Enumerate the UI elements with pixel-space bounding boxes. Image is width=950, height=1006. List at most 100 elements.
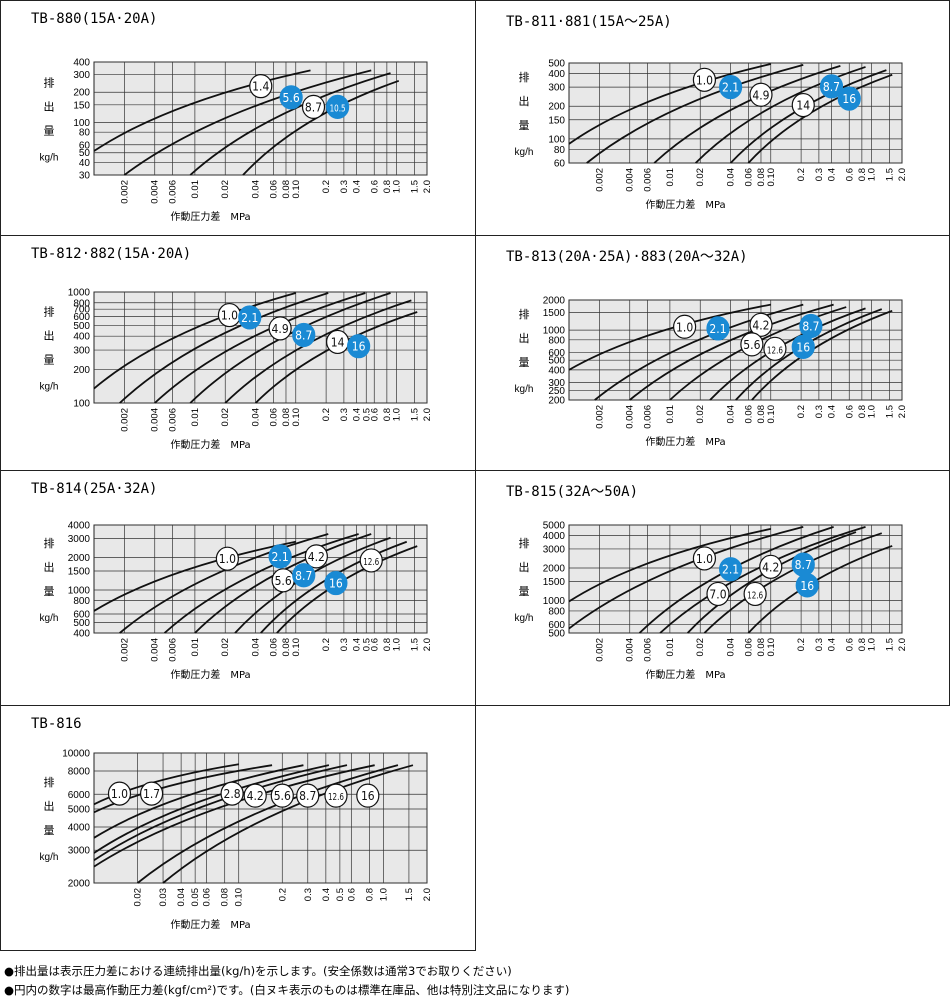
- chart-tb880: 0.002 0.004 0.006 0.01 0.02 0.04 0.06 0.080.10 0…: [40, 58, 433, 224]
- y-tick-label: 200: [73, 365, 90, 376]
- x-tick-label: 0.06: [268, 408, 279, 427]
- badge-circle: [304, 544, 328, 569]
- x-tick-label: 0.06: [743, 405, 754, 424]
- chart-title: TB-814(25A·32A): [31, 481, 158, 497]
- y-axis-unit: kg/h: [40, 852, 59, 863]
- y-tick-label: 1500: [543, 577, 566, 588]
- series-curve: [93, 764, 330, 854]
- y-tick-label: 60: [79, 140, 91, 151]
- x-tick-label: 0.004: [150, 638, 161, 662]
- badge-circle: [292, 563, 316, 588]
- x-tick-label: 0.5: [361, 638, 372, 651]
- y-tick-label: 1000: [68, 288, 91, 299]
- y-tick-label: 400: [548, 69, 565, 80]
- y-axis-label-char: 出: [44, 100, 55, 114]
- y-axis-label-char: 量: [519, 356, 530, 369]
- y-tick-label: 600: [73, 609, 90, 620]
- pressure-badge: 16: [347, 334, 371, 359]
- x-tick-label: 0.10: [766, 638, 777, 657]
- y-tick-label: 10000: [62, 749, 90, 760]
- y-tick-label: 6000: [68, 790, 91, 801]
- badge-label: 2.1: [709, 322, 726, 336]
- series-curve: [123, 69, 372, 176]
- x-tick-label: 0.3: [339, 638, 350, 651]
- y-tick-label: 5000: [68, 804, 91, 815]
- pressure-badge: 4.2: [304, 544, 328, 569]
- badge-label: 12.6: [328, 792, 344, 803]
- y-tick-label: 800: [73, 298, 90, 309]
- badge-label: 5.6: [274, 789, 291, 803]
- chart-title: TB-813(20A·25A)·883(20A～32A): [506, 249, 748, 265]
- x-tick-label: 0.08: [220, 888, 231, 907]
- y-tick-label: 8000: [68, 767, 91, 778]
- series-curve: [194, 533, 372, 634]
- badge-circle: [359, 548, 383, 573]
- chart-tb812: 0.002 0.004 0.006 0.01 0.02 0.04 0.06 0.080.10 0…: [40, 288, 433, 452]
- pressure-badge: 16: [795, 573, 819, 598]
- x-tick-label: 0.02: [220, 180, 231, 199]
- badge-label: 2.1: [241, 311, 258, 325]
- series-curve: [189, 292, 391, 404]
- y-tick-label: 40: [79, 158, 91, 169]
- series-curve: [93, 292, 296, 390]
- x-tick-label: 0.4: [826, 168, 837, 181]
- x-tick-label: 0.01: [190, 638, 201, 657]
- x-tick-label: 0.10: [291, 180, 302, 199]
- pressure-badge: 1.0: [692, 67, 717, 92]
- series-curve: [594, 303, 804, 401]
- series-curve: [119, 533, 329, 634]
- y-tick-label: 1500: [68, 567, 91, 578]
- badge-circle: [749, 82, 773, 107]
- y-axis-label-char: 出: [519, 94, 530, 108]
- badge-circle: [719, 74, 743, 100]
- badge-label: 5.6: [283, 91, 300, 105]
- badge-label: 5.6: [743, 338, 760, 352]
- y-axis-label-char: 排: [519, 70, 530, 84]
- series-curve: [242, 79, 400, 176]
- x-tick-label: 0.004: [625, 168, 636, 192]
- x-tick-label: 1.0: [378, 888, 389, 901]
- x-tick-label: 0.004: [625, 638, 636, 662]
- x-tick-label: 0.01: [190, 180, 201, 199]
- badge-circle: [791, 92, 815, 118]
- pressure-badge: 1.0: [215, 546, 239, 571]
- y-tick-label: 3000: [68, 846, 91, 857]
- badge-circle: [270, 783, 294, 808]
- y-tick-label: 600: [548, 620, 565, 631]
- pressure-badge: 5.6: [740, 332, 764, 357]
- y-tick-label: 500: [548, 59, 565, 70]
- badge-circle: [795, 573, 819, 598]
- y-tick-label: 800: [548, 335, 565, 346]
- x-tick-label: 0.04: [251, 408, 262, 427]
- badge-label: 4.2: [762, 560, 779, 574]
- badge-circle: [326, 94, 350, 119]
- pressure-badge: 12.6: [743, 581, 767, 607]
- footnote-2: ●円内の数字は最高作動圧力差(kgf/cm²)です。(白ヌキ表示のものは標準在庫…: [4, 983, 570, 997]
- pressure-badge: 12.6: [359, 548, 383, 573]
- plot-area: [93, 524, 428, 634]
- pressure-badge: 8.7: [799, 313, 823, 339]
- x-tick-label: 0.3: [303, 888, 314, 901]
- series-curve: [93, 69, 311, 152]
- series-curve: [686, 531, 857, 634]
- x-tick-label: 0.006: [167, 638, 178, 662]
- y-tick-label: 800: [548, 606, 565, 617]
- y-tick-label: 2000: [68, 879, 91, 890]
- pressure-badge: 16: [356, 783, 380, 808]
- badge-label: 1.0: [696, 552, 713, 566]
- y-tick-label: 300: [548, 83, 565, 94]
- x-tick-label: 0.6: [369, 180, 380, 193]
- pressure-badge: 14: [326, 329, 350, 355]
- x-tick-label: 0.04: [726, 168, 737, 187]
- x-tick-label: 0.10: [234, 888, 245, 907]
- x-tick-label: 0.01: [665, 405, 676, 424]
- badge-circle: [799, 313, 823, 339]
- y-tick-label: 400: [73, 629, 90, 640]
- x-tick-label: 0.8: [857, 168, 868, 181]
- badge-circle: [324, 783, 348, 808]
- x-tick-label: 0.002: [594, 168, 605, 192]
- badge-label: 8.7: [823, 80, 840, 94]
- series-curve: [154, 292, 366, 404]
- x-tick-label: 0.8: [382, 638, 393, 651]
- series-curve: [703, 532, 883, 634]
